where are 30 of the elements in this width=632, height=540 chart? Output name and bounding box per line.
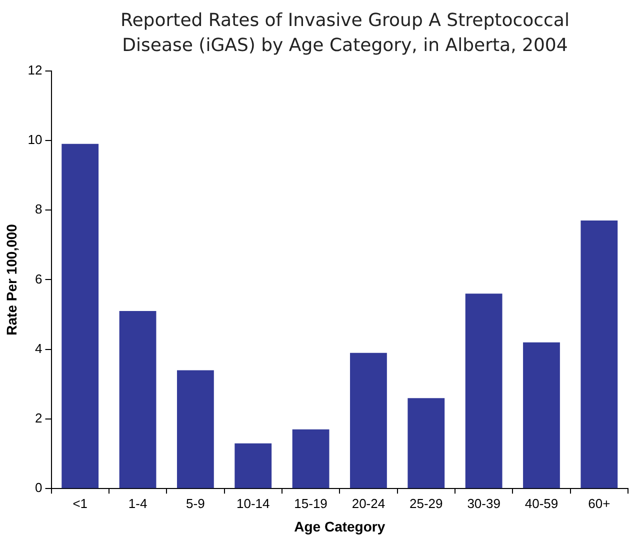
y-axis-title: Rate Per 100,000 (3, 224, 20, 336)
bar (292, 429, 330, 488)
x-tick-label: 15-19 (294, 496, 328, 511)
x-tick-label: 5-9 (186, 496, 205, 511)
x-tick-label: 10-14 (236, 496, 270, 511)
bar (580, 220, 618, 488)
chart-title: Reported Rates of Invasive Group A Streptococcal Disease (iGAS) by Age Category, in Alberta, 2004 (120, 9, 570, 58)
y-tick-label: 8 (35, 202, 42, 217)
y-tick-label: 2 (35, 410, 42, 426)
x-tick-label: 20-24 (352, 496, 386, 511)
x-axis-title: Age Category (294, 518, 386, 534)
bar (176, 370, 214, 488)
bar (119, 311, 156, 488)
bar (408, 398, 445, 488)
x-tick-label: 1-4 (128, 496, 148, 511)
y-tick-label: 6 (35, 271, 42, 286)
x-tick-label: 25-29 (410, 496, 443, 511)
x-tick-label: 30-39 (467, 496, 500, 511)
bar (523, 342, 560, 488)
x-tick-label: <1 (72, 496, 88, 511)
bar (62, 144, 99, 488)
y-tick-label: 4 (35, 340, 42, 356)
y-tick-label: 12 (28, 62, 42, 78)
x-tick-label: 60+ (588, 496, 610, 511)
bar (350, 352, 387, 488)
x-tick-label: 40-59 (524, 496, 558, 511)
bar (234, 443, 272, 488)
bar (465, 294, 502, 488)
y-tick-label: 10 (28, 132, 42, 148)
y-tick-label: 0 (35, 480, 42, 496)
